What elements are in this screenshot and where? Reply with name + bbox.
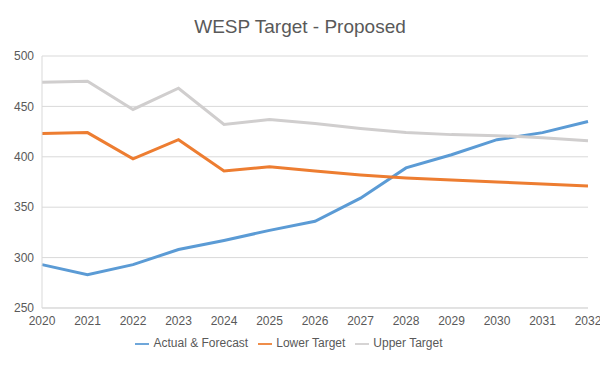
svg-text:2025: 2025 (256, 314, 283, 328)
svg-text:2027: 2027 (347, 314, 374, 328)
svg-text:450: 450 (14, 100, 34, 114)
svg-text:2030: 2030 (484, 314, 511, 328)
svg-text:300: 300 (14, 251, 34, 265)
svg-text:350: 350 (14, 200, 34, 214)
html-text:Actual & Forecast: Actual & Forecast (153, 336, 249, 350)
svg-text:2020: 2020 (29, 314, 56, 328)
html-text:Lower Target: Lower Target (276, 336, 346, 350)
svg-text:2032: 2032 (575, 314, 592, 328)
svg-text:2026: 2026 (302, 314, 329, 328)
svg-text:2029: 2029 (438, 314, 465, 328)
svg-text:2022: 2022 (120, 314, 147, 328)
svg-text:2028: 2028 (393, 314, 420, 328)
html-text:Upper Target: Upper Target (373, 336, 443, 350)
svg-text:400: 400 (14, 150, 34, 164)
svg-text:2031: 2031 (529, 314, 556, 328)
svg-text:2023: 2023 (165, 314, 192, 328)
svg-text:2021: 2021 (74, 314, 101, 328)
svg-text:2024: 2024 (211, 314, 238, 328)
svg-text:250: 250 (14, 301, 34, 315)
html-text:WESP Target - Proposed: WESP Target - Proposed (194, 16, 406, 37)
svg-text:500: 500 (14, 49, 34, 63)
